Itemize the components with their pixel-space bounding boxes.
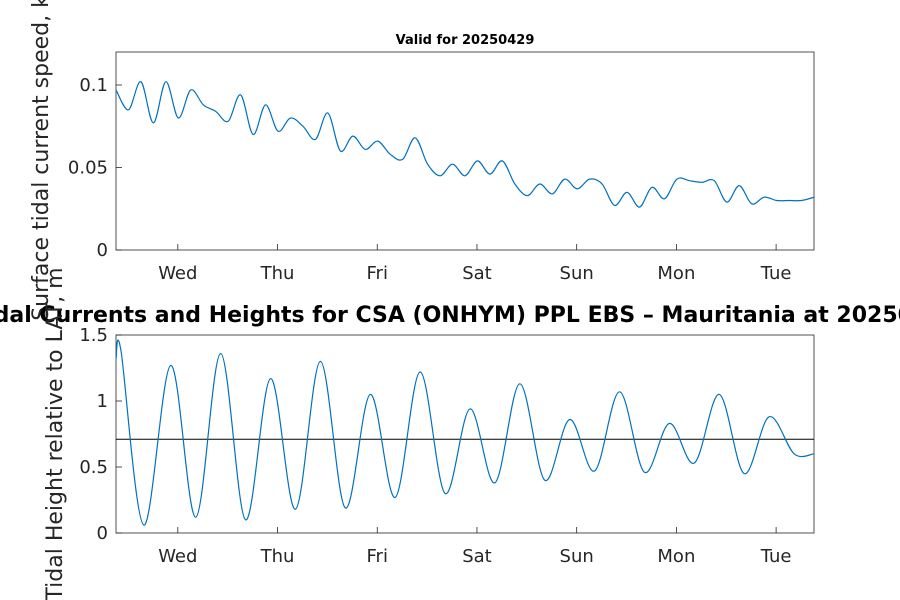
bottom-x-tick-label: Sat: [462, 546, 492, 567]
bottom-y-axis-label: Tidal Height relative to LAT, m: [43, 267, 68, 600]
bottom-y-tick-label: 1.5: [79, 325, 108, 346]
bottom-panel: Tidal Currents and Heights for CSA (ONHY…: [0, 267, 900, 600]
top-x-tick-label: Sun: [560, 263, 594, 284]
top-plot-area: [115, 51, 815, 251]
bottom-x-tick-label: Tue: [760, 546, 792, 567]
top-x-tick-label: Sat: [462, 263, 492, 284]
top-chart-title: Valid for 20250429: [396, 33, 535, 48]
top-x-tick-label: Mon: [657, 263, 695, 284]
top-y-tick-label: 0.1: [79, 75, 108, 96]
bottom-x-tick-label: Sun: [560, 546, 594, 567]
bottom-plot-area: [115, 334, 815, 534]
main-chart-title: Tidal Currents and Heights for CSA (ONHY…: [0, 303, 900, 328]
top-panel: Valid for 20250429 Surface tidal current…: [29, 0, 815, 321]
top-x-tick-label: Tue: [760, 263, 792, 284]
tidal-height-line: [115, 339, 815, 526]
top-x-ticks: Wed Thu Fri Sat Sun Mon Tue: [158, 244, 791, 284]
top-y-tick-label: 0: [97, 240, 108, 261]
top-x-tick-label: Thu: [260, 263, 295, 284]
top-x-tick-label: Fri: [367, 263, 388, 284]
bottom-y-ticks: 0 0.5 1 1.5: [79, 325, 122, 544]
top-y-ticks: 0 0.05 0.1: [68, 75, 122, 261]
top-y-tick-label: 0.05: [68, 158, 108, 179]
bottom-x-ticks: Wed Thu Fri Sat Sun Mon Tue: [158, 527, 791, 567]
bottom-y-tick-label: 0: [97, 523, 108, 544]
bottom-x-tick-label: Wed: [158, 546, 197, 567]
bottom-x-tick-label: Thu: [260, 546, 295, 567]
bottom-y-tick-label: 1: [97, 391, 108, 412]
bottom-x-tick-label: Mon: [657, 546, 695, 567]
top-x-tick-label: Wed: [158, 263, 197, 284]
current-speed-line: [115, 81, 815, 208]
bottom-x-tick-label: Fri: [367, 546, 388, 567]
top-y-axis-label: Surface tidal current speed, kn: [29, 0, 54, 321]
bottom-y-tick-label: 0.5: [79, 457, 108, 478]
